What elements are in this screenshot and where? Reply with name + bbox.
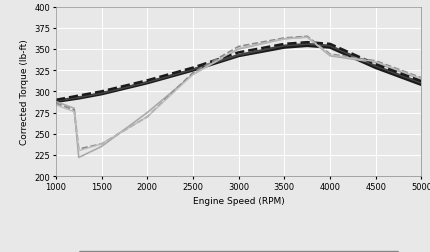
B6D12A1 — [373, 67, 378, 70]
B6D18A1 — [144, 116, 150, 119]
B6D13A1 — [76, 95, 81, 98]
B6D12A1 — [76, 97, 81, 100]
B6D13B1 — [373, 60, 378, 63]
B6D18A1 — [71, 111, 77, 114]
B6D13B1 — [190, 72, 196, 75]
B6D12A1 — [304, 45, 310, 48]
B6D12C1 — [71, 107, 77, 110]
B6D12C1 — [76, 156, 81, 159]
B6D18A1 — [190, 74, 196, 77]
B6D13A1 — [328, 43, 333, 46]
B6D13A1 — [373, 64, 378, 67]
B6D13A1 — [419, 80, 424, 83]
B6D18A1 — [373, 61, 378, 64]
B6D13B1 — [236, 46, 241, 49]
B6D13A1 — [144, 79, 150, 82]
Legend: B6D12A1, B6D12B1, B6D12C1, B6D13A1, B6D13B1, B6D18A1: B6D12A1, B6D12B1, B6D12C1, B6D13A1, B6D1… — [79, 251, 399, 252]
B6D18A1 — [419, 78, 424, 81]
B6D13A1 — [99, 90, 104, 93]
B6D12A1 — [282, 47, 287, 50]
B6D12C1 — [190, 74, 196, 77]
Line: B6D12C1: B6D12C1 — [56, 38, 421, 158]
B6D12C1 — [53, 101, 58, 104]
B6D13A1 — [236, 52, 241, 55]
B6D13B1 — [282, 37, 287, 40]
B6D18A1 — [282, 38, 287, 41]
Line: B6D13A1: B6D13A1 — [56, 43, 421, 100]
B6D12B1 — [76, 96, 81, 99]
B6D12B1 — [282, 45, 287, 48]
B6D12B1 — [144, 81, 150, 84]
B6D12B1 — [304, 43, 310, 46]
B6D13B1 — [76, 148, 81, 151]
Line: B6D18A1: B6D18A1 — [56, 38, 421, 151]
B6D13B1 — [304, 36, 310, 39]
B6D18A1 — [76, 149, 81, 152]
B6D12B1 — [328, 45, 333, 48]
B6D13A1 — [282, 43, 287, 46]
B6D18A1 — [328, 54, 333, 57]
B6D12A1 — [53, 101, 58, 104]
B6D13A1 — [304, 42, 310, 45]
B6D12B1 — [419, 82, 424, 85]
B6D12C1 — [304, 37, 310, 40]
B6D12A1 — [99, 93, 104, 96]
B6D12C1 — [282, 38, 287, 41]
Line: B6D12A1: B6D12A1 — [56, 46, 421, 102]
B6D18A1 — [53, 104, 58, 107]
B6D13B1 — [53, 102, 58, 105]
B6D12A1 — [236, 55, 241, 58]
B6D13B1 — [144, 116, 150, 119]
B6D12C1 — [236, 48, 241, 51]
B6D13B1 — [99, 143, 104, 146]
B6D12B1 — [190, 69, 196, 72]
B6D12C1 — [99, 145, 104, 148]
B6D18A1 — [304, 37, 310, 40]
X-axis label: Engine Speed (RPM): Engine Speed (RPM) — [193, 196, 285, 205]
B6D12C1 — [419, 79, 424, 82]
B6D12B1 — [53, 100, 58, 103]
B6D12B1 — [373, 65, 378, 68]
B6D12A1 — [328, 47, 333, 50]
B6D18A1 — [99, 143, 104, 146]
B6D12A1 — [144, 82, 150, 85]
B6D13B1 — [71, 109, 77, 112]
B6D12A1 — [190, 69, 196, 72]
B6D13A1 — [190, 67, 196, 70]
B6D12A1 — [419, 84, 424, 87]
Y-axis label: Corrected Torque (lb-ft): Corrected Torque (lb-ft) — [20, 39, 29, 145]
Line: B6D13B1: B6D13B1 — [56, 37, 421, 149]
B6D12C1 — [373, 62, 378, 65]
B6D12C1 — [144, 112, 150, 115]
B6D18A1 — [236, 47, 241, 50]
B6D13A1 — [53, 99, 58, 102]
B6D13B1 — [419, 77, 424, 80]
B6D12B1 — [236, 54, 241, 57]
B6D12C1 — [328, 55, 333, 58]
Line: B6D12B1: B6D12B1 — [56, 45, 421, 101]
B6D12B1 — [99, 92, 104, 95]
B6D13B1 — [328, 53, 333, 56]
